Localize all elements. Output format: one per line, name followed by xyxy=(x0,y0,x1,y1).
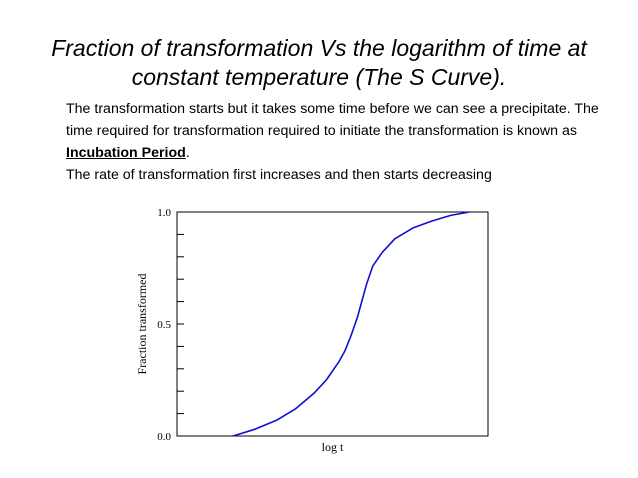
x-axis-label: log t xyxy=(322,440,344,454)
y-tick-label: 0.0 xyxy=(157,431,171,443)
slide-title-line-2: constant temperature (The S Curve). xyxy=(131,64,507,90)
paragraph-incubation-end: . xyxy=(185,145,190,161)
y-tick-label: 1.0 xyxy=(157,207,171,219)
paragraph-incubation: The transformation starts but it takes s… xyxy=(66,98,626,164)
slide-body-text: The transformation starts but it takes s… xyxy=(66,98,626,186)
paragraph-rate: The rate of transformation first increas… xyxy=(66,167,492,183)
slide-title-line-1: Fraction of transformation Vs the logari… xyxy=(51,35,587,61)
s-curve-line xyxy=(232,211,470,437)
incubation-period-term: Incubation Period xyxy=(66,145,186,161)
y-axis-label: Fraction transformed xyxy=(135,274,149,375)
slide-title: Fraction of transformation Vs the logari… xyxy=(0,34,638,92)
plot-frame xyxy=(176,211,489,437)
paragraph-incubation-text: The transformation starts but it takes s… xyxy=(66,101,599,139)
y-tick-label: 0.5 xyxy=(157,319,171,331)
